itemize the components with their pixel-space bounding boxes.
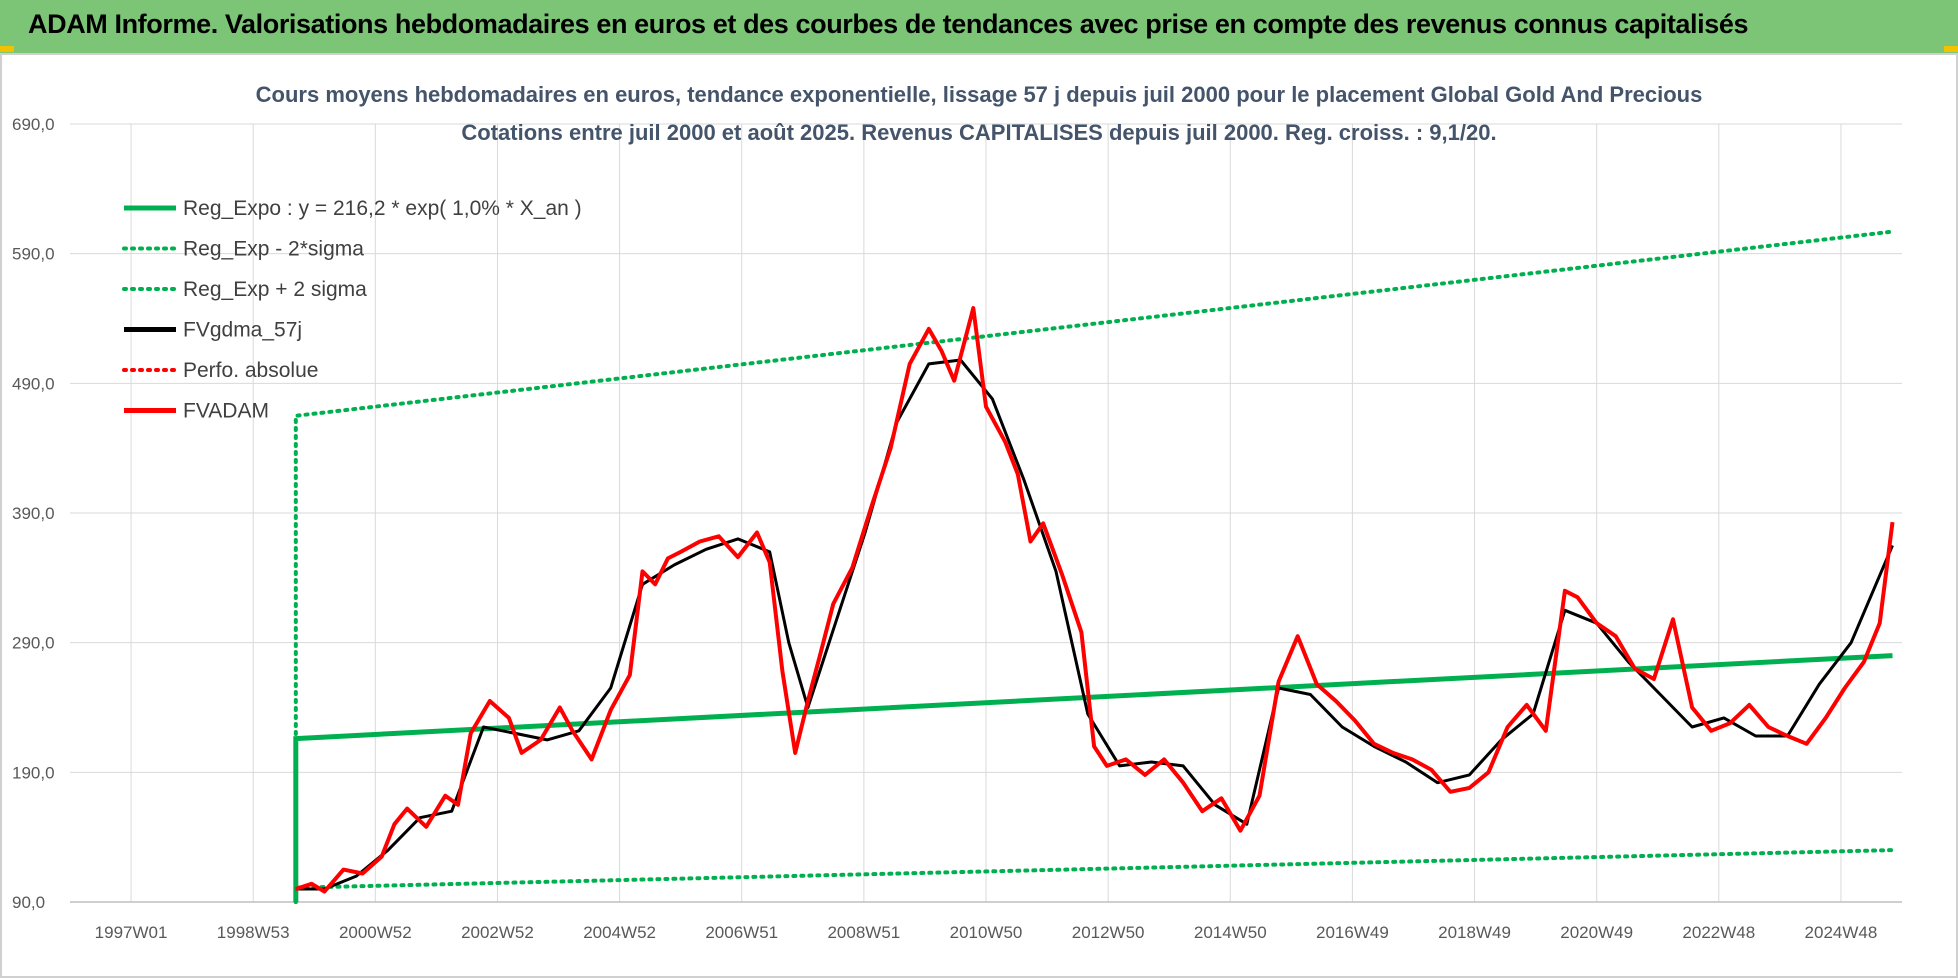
x-tick-label: 2008W51: [827, 923, 900, 942]
x-tick-label: 2016W49: [1316, 923, 1389, 942]
legend-label: Reg_Exp + 2 sigma: [183, 278, 367, 301]
x-tick-label: 2014W50: [1194, 923, 1267, 942]
y-tick-label: 290,0: [12, 634, 55, 653]
chart-frame: [0, 53, 1958, 978]
legend-label: Reg_Exp - 2*sigma: [183, 238, 364, 261]
legend-label: Reg_Expo : y = 216,2 * exp( 1,0% * X_an …: [183, 197, 582, 220]
y-tick-label: 190,0: [12, 763, 55, 782]
y-tick-label: 690,0: [12, 115, 55, 134]
axis-layer: 690,0 590,0 490,0 390,0 290,0 190,0 90,0 1997W0…: [12, 115, 1902, 942]
x-tick-label: 1998W53: [217, 923, 290, 942]
series-fvadam: [295, 306, 1895, 894]
x-tick-label: 2000W52: [339, 923, 412, 942]
legend-label: FVADAM: [183, 400, 269, 423]
x-tick-label: 1997W01: [95, 923, 168, 942]
y-tick-label: 590,0: [12, 245, 55, 264]
series-fvgdma-57j: [295, 358, 1894, 891]
corner-marker-right: [1944, 46, 1958, 52]
x-tick-label: 2002W52: [461, 923, 534, 942]
chart-legend: Reg_Expo : y = 216,2 * exp( 1,0% * X_an …: [122, 197, 582, 423]
legend-label: Perfo. absolue: [183, 359, 318, 382]
report-banner: ADAM Informe. Valorisations hebdomadaire…: [0, 0, 1958, 53]
x-tick-label: 2004W52: [583, 923, 656, 942]
y-tick-label: 390,0: [12, 504, 55, 523]
chart-title-line-1: Cours moyens hebdomadaires en euros, ten…: [256, 82, 1703, 107]
grid-layer: [70, 123, 1902, 903]
x-tick-label: 2020W49: [1560, 923, 1633, 942]
series-layer: [293, 229, 1895, 904]
corner-marker-left: [0, 46, 14, 52]
chart-title-line-2: Cotations entre juil 2000 et août 2025. …: [461, 120, 1496, 145]
x-tick-label: 2006W51: [705, 923, 778, 942]
legend-label: FVgdma_57j: [183, 319, 302, 342]
x-tick-label: 2012W50: [1072, 923, 1145, 942]
series-reg-expo: [293, 653, 1893, 903]
series-reg-plus-2sigma: [293, 229, 1895, 904]
report-banner-title: ADAM Informe. Valorisations hebdomadaire…: [28, 9, 1749, 39]
x-tick-label: 2010W50: [950, 923, 1023, 942]
x-tick-label: 2022W48: [1682, 923, 1755, 942]
x-tick-label: 2024W48: [1805, 923, 1878, 942]
series-reg-minus-2sigma: [293, 848, 1895, 904]
y-tick-label: 490,0: [12, 374, 55, 393]
x-tick-label: 2018W49: [1438, 923, 1511, 942]
y-tick-label: 90,0: [12, 893, 45, 912]
